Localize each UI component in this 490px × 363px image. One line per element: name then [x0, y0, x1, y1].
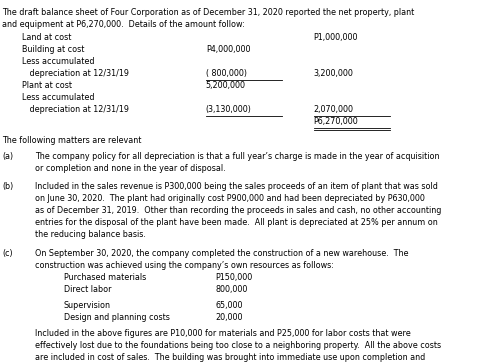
Text: P4,000,000: P4,000,000	[206, 45, 250, 54]
Text: the reducing balance basis.: the reducing balance basis.	[35, 230, 146, 239]
Text: P150,000: P150,000	[216, 273, 253, 282]
Text: 20,000: 20,000	[216, 314, 243, 322]
Text: P6,270,000: P6,270,000	[314, 117, 358, 126]
Text: as of December 31, 2019.  Other than recording the proceeds in sales and cash, n: as of December 31, 2019. Other than reco…	[35, 206, 441, 215]
Text: (c): (c)	[2, 249, 13, 258]
Text: Land at cost: Land at cost	[22, 33, 72, 42]
Text: (b): (b)	[2, 182, 14, 191]
Text: Direct labor: Direct labor	[64, 285, 111, 294]
Text: Included in the sales revenue is P300,000 being the sales proceeds of an item of: Included in the sales revenue is P300,00…	[35, 182, 438, 191]
Text: ( 800,000): ( 800,000)	[206, 69, 247, 78]
Text: entries for the disposal of the plant have been made.  All plant is depreciated : entries for the disposal of the plant ha…	[35, 218, 438, 227]
Text: on June 30, 2020.  The plant had originally cost P900,000 and had been depreciat: on June 30, 2020. The plant had original…	[35, 194, 425, 203]
Text: Purchased materials: Purchased materials	[64, 273, 146, 282]
Text: are included in cost of sales.  The building was brought into immediate use upon: are included in cost of sales. The build…	[35, 353, 425, 362]
Text: depreciation at 12/31/19: depreciation at 12/31/19	[22, 69, 129, 78]
Text: The draft balance sheet of Four Corporation as of December 31, 2020 reported the: The draft balance sheet of Four Corporat…	[2, 8, 415, 17]
Text: or completion and none in the year of disposal.: or completion and none in the year of di…	[35, 164, 226, 173]
Text: P1,000,000: P1,000,000	[314, 33, 358, 42]
Text: The company policy for all depreciation is that a full year’s charge is made in : The company policy for all depreciation …	[35, 152, 440, 161]
Text: Plant at cost: Plant at cost	[22, 81, 72, 90]
Text: On September 30, 2020, the company completed the construction of a new warehouse: On September 30, 2020, the company compl…	[35, 249, 409, 258]
Text: Design and planning costs: Design and planning costs	[64, 314, 170, 322]
Text: and equipment at P6,270,000.  Details of the amount follow:: and equipment at P6,270,000. Details of …	[2, 20, 245, 29]
Text: effectively lost due to the foundations being too close to a neighboring propert: effectively lost due to the foundations …	[35, 341, 441, 350]
Text: Supervision: Supervision	[64, 302, 111, 310]
Text: 3,200,000: 3,200,000	[314, 69, 353, 78]
Text: Less accumulated: Less accumulated	[22, 57, 95, 66]
Text: The following matters are relevant: The following matters are relevant	[2, 136, 142, 145]
Text: 5,200,000: 5,200,000	[206, 81, 246, 90]
Text: Building at cost: Building at cost	[22, 45, 84, 54]
Text: depreciation at 12/31/19: depreciation at 12/31/19	[22, 105, 129, 114]
Text: Less accumulated: Less accumulated	[22, 93, 95, 102]
Text: 65,000: 65,000	[216, 302, 243, 310]
Text: 2,070,000: 2,070,000	[314, 105, 354, 114]
Text: (a): (a)	[2, 152, 14, 161]
Text: construction was achieved using the company’s own resources as follows:: construction was achieved using the comp…	[35, 261, 334, 270]
Text: (3,130,000): (3,130,000)	[206, 105, 252, 114]
Text: 800,000: 800,000	[216, 285, 248, 294]
Text: Included in the above figures are P10,000 for materials and P25,000 for labor co: Included in the above figures are P10,00…	[35, 329, 411, 338]
